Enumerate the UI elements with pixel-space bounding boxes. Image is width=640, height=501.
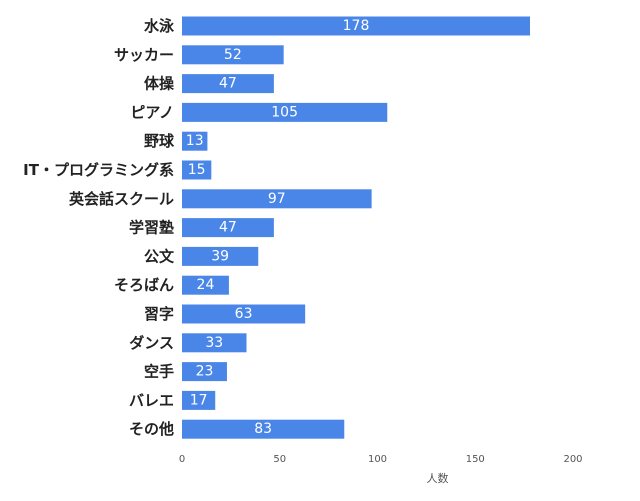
- data-label: 39: [211, 248, 229, 264]
- category-label: 学習塾: [129, 219, 174, 237]
- bar: [182, 218, 274, 238]
- category-label: サッカー: [114, 46, 174, 64]
- category-label: バレエ: [129, 391, 174, 409]
- x-tick-label: 100: [368, 454, 387, 465]
- bar: [182, 45, 284, 65]
- data-label: 47: [219, 220, 237, 236]
- x-tick-label: 200: [563, 454, 582, 465]
- data-label: 24: [197, 277, 215, 293]
- bar: [182, 419, 345, 439]
- bar: [182, 333, 247, 353]
- data-label: 178: [343, 18, 370, 34]
- data-label: 63: [235, 306, 253, 322]
- x-tick-label: 50: [273, 454, 286, 465]
- category-label: 体操: [144, 75, 175, 93]
- data-label: 97: [268, 191, 286, 207]
- category-label: 英会話スクール: [69, 190, 174, 208]
- category-label: 野球: [144, 132, 175, 150]
- bar: [182, 102, 388, 122]
- bar: [182, 74, 274, 94]
- data-label: 13: [186, 133, 204, 149]
- category-label: ダンス: [129, 334, 174, 352]
- bar: [182, 275, 229, 295]
- bar: [182, 160, 212, 180]
- bar: [182, 189, 372, 209]
- data-label: 15: [188, 162, 206, 178]
- x-tick-label: 0: [179, 454, 185, 465]
- bar: [182, 390, 216, 410]
- data-label: 23: [196, 364, 214, 380]
- data-label: 52: [224, 47, 242, 63]
- data-label: 17: [190, 392, 208, 408]
- category-label: 習字: [144, 305, 174, 323]
- bar: [182, 246, 259, 266]
- bar: [182, 304, 306, 324]
- category-label: ピアノ: [130, 103, 174, 121]
- category-label: 水泳: [144, 17, 175, 35]
- category-label: IT・プログラミング系: [23, 161, 174, 179]
- data-label: 105: [271, 104, 298, 120]
- x-axis-title: 人数: [427, 472, 449, 485]
- category-label: その他: [129, 420, 174, 438]
- bar: [182, 362, 227, 382]
- category-label: そろばん: [114, 276, 174, 294]
- bar: [182, 131, 208, 151]
- bar: [182, 16, 530, 36]
- category-label: 空手: [144, 363, 174, 381]
- data-label: 47: [219, 76, 237, 92]
- x-tick-label: 150: [466, 454, 485, 465]
- data-label: 33: [205, 335, 223, 351]
- data-label: 83: [254, 421, 272, 437]
- category-label: 公文: [144, 247, 175, 265]
